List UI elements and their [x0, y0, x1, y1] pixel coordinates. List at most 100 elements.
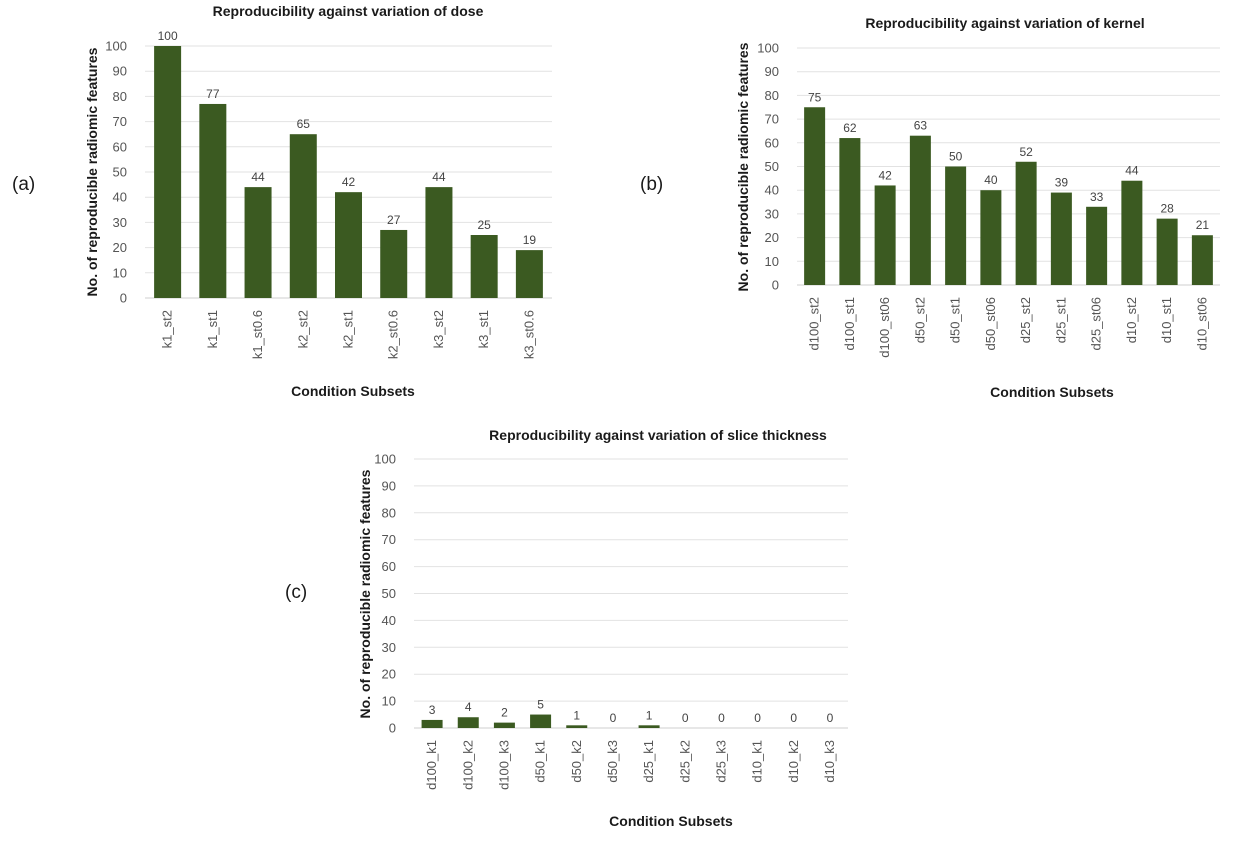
panel-label: (c) — [285, 582, 307, 603]
bar — [425, 187, 453, 298]
y-tick-label: 60 — [765, 135, 779, 150]
bar — [380, 229, 408, 298]
x-tick-label: d25_st1 — [1053, 297, 1068, 343]
y-tick-label: 20 — [765, 230, 779, 245]
y-tick-label: 10 — [113, 265, 127, 280]
x-tick-label: d25_st06 — [1089, 297, 1104, 351]
bar — [154, 46, 182, 298]
x-tick-label: d100_st1 — [842, 297, 857, 351]
x-tick-label: k1_st0.6 — [250, 310, 265, 359]
bar — [1121, 180, 1143, 285]
bar — [515, 250, 543, 298]
x-tick-label: k1_st1 — [205, 310, 220, 348]
y-tick-label: 50 — [113, 165, 127, 180]
y-tick-label: 50 — [382, 586, 396, 601]
bar — [244, 187, 272, 298]
data-label: 0 — [790, 711, 797, 725]
data-label: 27 — [387, 213, 401, 227]
y-tick-label: 0 — [389, 721, 396, 736]
x-tick-label: d10_k3 — [822, 740, 837, 783]
bar — [1156, 218, 1178, 285]
y-tick-label: 80 — [382, 505, 396, 520]
y-tick-label: 0 — [772, 278, 779, 293]
x-tick-label: d50_k1 — [533, 740, 548, 783]
y-tick-label: 70 — [113, 114, 127, 129]
data-label: 3 — [429, 703, 436, 717]
data-label: 50 — [949, 150, 963, 164]
x-axis-title: Condition Subsets — [609, 813, 733, 829]
y-tick-label: 30 — [382, 640, 396, 655]
data-label: 1 — [573, 708, 580, 722]
chart-c: 01020304050607080901003d100_k14d100_k22d… — [285, 427, 848, 829]
data-label: 44 — [1125, 164, 1139, 178]
data-label: 21 — [1196, 218, 1210, 232]
data-label: 4 — [465, 700, 472, 714]
y-tick-label: 40 — [765, 183, 779, 198]
bar — [1191, 235, 1213, 285]
data-label: 0 — [827, 711, 834, 725]
data-label: 63 — [914, 119, 928, 133]
x-tick-label: d10_k2 — [786, 740, 801, 783]
data-label: 28 — [1160, 202, 1174, 216]
data-label: 100 — [158, 29, 178, 43]
x-tick-label: d100_k3 — [496, 740, 511, 790]
y-axis-title: No. of reproducible radiomic features — [357, 469, 373, 718]
x-tick-label: d50_k3 — [605, 740, 620, 783]
y-tick-label: 80 — [765, 88, 779, 103]
bar — [638, 725, 660, 728]
x-tick-label: d10_k1 — [750, 740, 765, 783]
bar — [1086, 206, 1108, 285]
data-label: 33 — [1090, 190, 1104, 204]
x-axis-title: Condition Subsets — [990, 384, 1114, 400]
data-label: 25 — [477, 218, 491, 232]
x-tick-label: k2_st1 — [341, 310, 356, 348]
bar — [421, 719, 443, 728]
x-tick-label: d10_st1 — [1159, 297, 1174, 343]
panel-label: (a) — [12, 174, 35, 195]
data-label: 44 — [432, 170, 446, 184]
data-label: 19 — [523, 233, 537, 247]
y-tick-label: 40 — [382, 613, 396, 628]
x-tick-label: d25_st2 — [1018, 297, 1033, 343]
y-tick-label: 100 — [374, 452, 396, 467]
y-tick-label: 50 — [765, 159, 779, 174]
bar — [199, 103, 227, 299]
x-tick-label: d100_k2 — [460, 740, 475, 790]
data-label: 52 — [1019, 145, 1033, 159]
y-tick-label: 80 — [113, 89, 127, 104]
data-label: 42 — [878, 168, 892, 182]
x-tick-label: k2_st2 — [295, 310, 310, 348]
x-tick-label: d50_st06 — [983, 297, 998, 351]
y-tick-label: 10 — [765, 254, 779, 269]
x-tick-label: d50_st2 — [912, 297, 927, 343]
y-tick-label: 20 — [113, 240, 127, 255]
data-label: 0 — [754, 711, 761, 725]
chart-title: Reproducibility against variation of dos… — [213, 3, 484, 19]
x-axis-title: Condition Subsets — [291, 383, 415, 399]
bar — [457, 717, 479, 728]
x-tick-label: d50_k2 — [569, 740, 584, 783]
data-label: 0 — [682, 711, 689, 725]
data-label: 2 — [501, 706, 508, 720]
x-tick-label: k3_st2 — [431, 310, 446, 348]
x-tick-label: d10_st2 — [1124, 297, 1139, 343]
x-tick-label: d100_st06 — [877, 297, 892, 358]
y-tick-label: 60 — [382, 559, 396, 574]
panel-label: (b) — [640, 174, 663, 195]
data-label: 42 — [342, 175, 356, 189]
x-tick-label: d100_k1 — [424, 740, 439, 790]
data-label: 40 — [984, 173, 998, 187]
bar — [839, 138, 861, 285]
data-label: 62 — [843, 121, 857, 135]
bar — [470, 235, 498, 298]
bar — [909, 135, 931, 285]
y-axis-title: No. of reproducible radiomic features — [84, 47, 100, 296]
y-tick-label: 100 — [105, 39, 127, 54]
y-tick-label: 100 — [757, 41, 779, 56]
bar — [530, 714, 552, 728]
y-tick-label: 60 — [113, 139, 127, 154]
x-tick-label: k2_st0.6 — [386, 310, 401, 359]
y-tick-label: 30 — [113, 215, 127, 230]
y-tick-label: 70 — [765, 112, 779, 127]
